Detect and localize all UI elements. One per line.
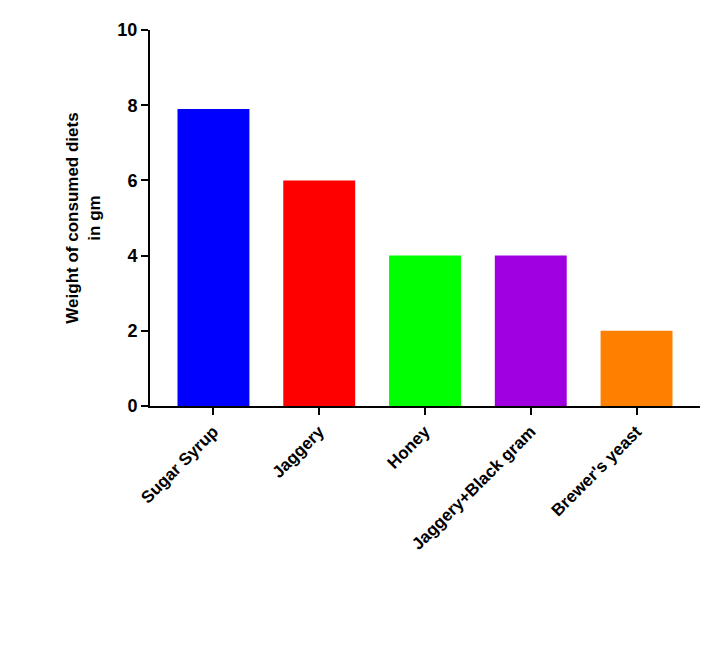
svg-text:0: 0 [127, 396, 137, 416]
svg-text:Jaggery: Jaggery [269, 422, 329, 482]
svg-text:8: 8 [127, 96, 137, 116]
svg-text:Weight of consumed dietsin gm: Weight of consumed dietsin gm [63, 112, 104, 323]
svg-text:10: 10 [117, 20, 137, 40]
svg-text:4: 4 [127, 246, 137, 266]
svg-text:Sugar Syrup: Sugar Syrup [137, 422, 222, 507]
svg-text:Brewer's yeast: Brewer's yeast [548, 422, 646, 520]
svg-text:Jaggery+Black gram: Jaggery+Black gram [408, 422, 539, 553]
svg-text:Honey: Honey [384, 422, 435, 473]
svg-text:2: 2 [127, 321, 137, 341]
svg-text:6: 6 [127, 171, 137, 191]
